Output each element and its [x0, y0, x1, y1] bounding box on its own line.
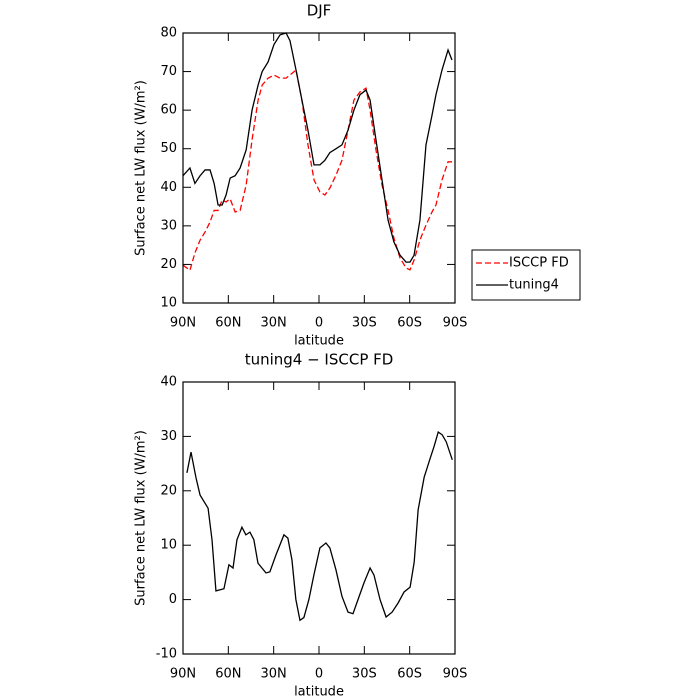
- x-axis-label: latitude: [294, 334, 344, 349]
- legend: ISCCP FD tuning4: [471, 249, 581, 301]
- y-tick-label: 40: [160, 180, 177, 195]
- plot-frame: [182, 32, 456, 304]
- y-tick-label: 80: [160, 26, 177, 41]
- x-tick-label: 90S: [443, 667, 468, 682]
- y-tick-label: 0: [169, 592, 177, 607]
- x-tick-label: 60N: [215, 667, 241, 682]
- x-tick-label: 90N: [170, 316, 196, 331]
- y-tick-label: 20: [160, 257, 177, 272]
- y-axis-label: Surface net LW flux (W/m²): [134, 430, 149, 606]
- y-tick-label: 60: [160, 103, 177, 118]
- x-tick-label: 30S: [352, 667, 377, 682]
- x-tick-label: 0: [315, 667, 323, 682]
- data-line: [182, 32, 453, 263]
- x-tick-label: 30N: [261, 667, 287, 682]
- data-line: [186, 431, 453, 622]
- y-tick-label: 50: [160, 141, 177, 156]
- y-tick-label: 10: [160, 296, 177, 311]
- plot: DJF 10 20 30 40 50 60 70 80 90N 60N 30N 0 30S 60S 90S la…: [134, 2, 581, 349]
- x-tick-label: 60S: [397, 667, 422, 682]
- x-tick-label: 90S: [443, 316, 468, 331]
- legend-label: ISCCP FD: [509, 256, 569, 271]
- legend-label: tuning4: [509, 278, 559, 293]
- x-axis-label: latitude: [294, 685, 344, 700]
- y-tick-label: -10: [156, 647, 177, 662]
- x-tick-label: 90N: [170, 667, 196, 682]
- y-tick-label: 30: [160, 429, 177, 444]
- chart-title: DJF: [307, 2, 332, 20]
- x-tick-label: 60S: [397, 316, 422, 331]
- y-tick-label: 10: [160, 538, 177, 553]
- y-tick-label: 70: [160, 64, 177, 79]
- x-tick-label: 0: [315, 316, 323, 331]
- y-axis-label: Surface net LW flux (W/m²): [134, 80, 149, 256]
- plot: tuning4 − ISCCP FD -10 0 10 20 30 40 90N 60N 30N 0…: [134, 351, 468, 700]
- y-tick-label: 30: [160, 218, 177, 233]
- y-tick-label: 20: [160, 483, 177, 498]
- legend-box: [471, 249, 581, 301]
- x-tick-label: 30S: [352, 316, 377, 331]
- x-tick-label: 30N: [261, 316, 287, 331]
- x-tick-label: 60N: [215, 316, 241, 331]
- plot-frame: [182, 381, 456, 655]
- chart-title: tuning4 − ISCCP FD: [245, 351, 394, 369]
- data-line: [182, 68, 452, 272]
- y-tick-label: 40: [160, 375, 177, 390]
